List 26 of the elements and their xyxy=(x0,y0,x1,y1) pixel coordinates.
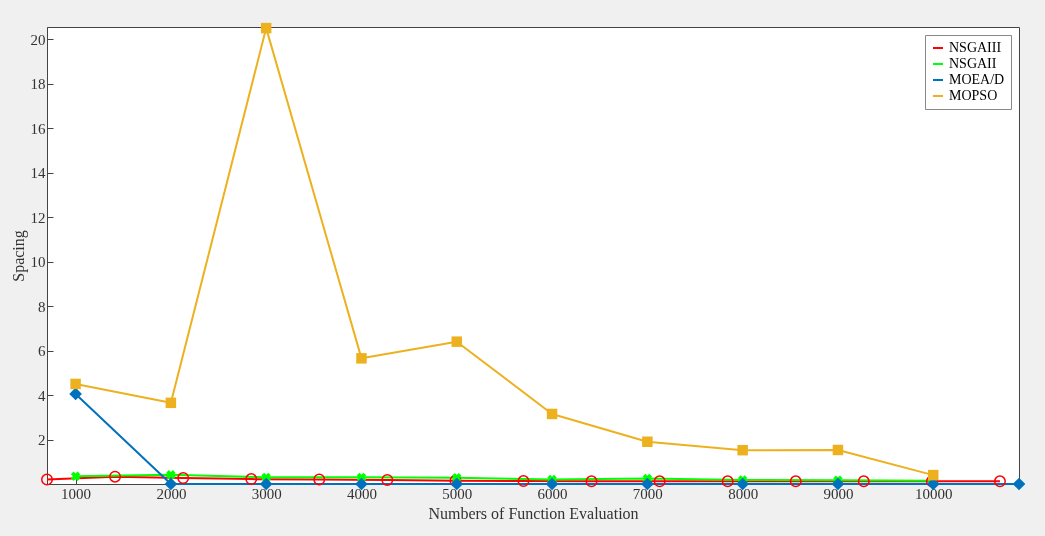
x-tick-label: 3000 xyxy=(251,485,282,502)
x-tick-label: 8000 xyxy=(728,485,759,502)
x-tick-label: 5000 xyxy=(442,485,473,502)
y-tick-label: 8 xyxy=(38,298,46,315)
y-tick-label: 12 xyxy=(30,209,46,226)
y-tick-label: 16 xyxy=(30,120,46,137)
legend-label: NSGAIII xyxy=(949,40,1002,55)
x-tick-label: 4000 xyxy=(346,485,377,502)
y-tick-label: 18 xyxy=(30,76,46,93)
y-tick-label: 4 xyxy=(38,387,46,404)
y-tick-label: 10 xyxy=(30,254,46,271)
y-tick-label: 2 xyxy=(38,432,46,449)
x-tick-label: 9000 xyxy=(823,485,854,502)
x-axis-title: Numbers of Function Evaluation xyxy=(428,504,639,522)
x-tick-label: 7000 xyxy=(632,485,663,502)
legend-label: MOPSO xyxy=(949,88,998,103)
x-tick-label: 10000 xyxy=(914,485,953,502)
y-tick-label: 14 xyxy=(30,165,46,182)
legend-label: MOEA/D xyxy=(949,72,1005,87)
y-axis-title: Spacing xyxy=(9,230,28,282)
x-tick-label: 2000 xyxy=(156,485,187,502)
x-tick-label: 6000 xyxy=(537,485,568,502)
y-tick-label: 6 xyxy=(38,343,46,360)
x-tick-label: 1000 xyxy=(61,485,92,502)
y-tick-label: 20 xyxy=(30,31,46,48)
legend-label: NSGAII xyxy=(949,56,997,71)
